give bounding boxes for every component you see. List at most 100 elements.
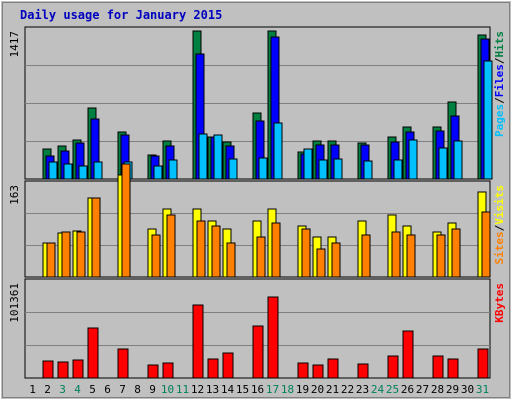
- bar-pages-day-16: [258, 157, 268, 180]
- bar-pages-day-26: [408, 139, 418, 180]
- day-label-9: 9: [149, 383, 156, 396]
- bar-sites-day-10: [166, 214, 176, 278]
- bar-kbytes-day-16: [252, 325, 264, 379]
- bar-kbytes-day-10: [162, 362, 174, 379]
- bar-kbytes-day-29: [447, 358, 459, 379]
- series-legend-label: Pages/Files/Hits: [493, 31, 506, 137]
- bar-sites-day-2: [46, 242, 56, 278]
- day-label-21: 21: [326, 383, 339, 396]
- bar-sites-day-29: [451, 228, 461, 278]
- day-label-28: 28: [431, 383, 444, 396]
- bar-pages-day-14: [228, 158, 238, 180]
- bar-sites-day-26: [406, 234, 416, 278]
- bar-sites-day-9: [151, 234, 161, 278]
- day-label-14: 14: [221, 383, 235, 396]
- day-label-25: 25: [386, 383, 399, 396]
- day-label-1: 1: [29, 383, 36, 396]
- bar-sites-day-23: [361, 234, 371, 278]
- day-label-8: 8: [134, 383, 141, 396]
- day-label-16: 16: [251, 383, 264, 396]
- bar-pages-day-21: [333, 158, 343, 180]
- bar-pages-day-19: [303, 148, 313, 180]
- bar-kbytes-day-19: [297, 362, 309, 379]
- day-label-2: 2: [44, 383, 51, 396]
- legend-files: Files: [493, 64, 506, 97]
- day-label-20: 20: [311, 383, 324, 396]
- legend-kbytes: KBytes: [493, 283, 506, 323]
- ymax-label: 1417: [8, 31, 21, 58]
- day-label-31: 31: [476, 383, 489, 396]
- bar-sites-day-25: [391, 231, 401, 278]
- day-label-6: 6: [104, 383, 111, 396]
- bar-sites-day-4: [76, 231, 86, 278]
- bar-kbytes-day-25: [387, 355, 399, 379]
- day-label-30: 30: [461, 383, 474, 396]
- ymax-label: 101361: [8, 283, 21, 323]
- bar-sites-day-12: [196, 220, 206, 278]
- legend-sites: Sites: [493, 231, 506, 264]
- bar-sites-day-28: [436, 234, 446, 278]
- series-legend-label: KBytes: [493, 283, 506, 323]
- bar-pages-day-25: [393, 159, 403, 180]
- bar-pages-day-2: [48, 161, 58, 180]
- bar-pages-day-4: [78, 165, 88, 180]
- bar-sites-day-17: [271, 222, 281, 278]
- bar-kbytes-day-14: [222, 352, 234, 379]
- bar-pages-day-23: [363, 160, 373, 180]
- day-label-3: 3: [59, 383, 66, 396]
- legend-slash: /: [493, 224, 506, 231]
- bar-kbytes-day-21: [327, 358, 339, 379]
- bar-pages-day-10: [168, 159, 178, 180]
- bar-sites-day-19: [301, 228, 311, 278]
- day-label-12: 12: [191, 383, 204, 396]
- bar-sites-day-21: [331, 242, 341, 278]
- legend-hits: Hits: [493, 31, 506, 58]
- legend-slash: /: [493, 57, 506, 64]
- bar-pages-day-31: [483, 60, 493, 180]
- x-axis-labels: 1 2 3 4 5 6 7 8 9 10 11 12 13 14 15 16 17 18 19 20 21 22 23 24 2…: [29, 383, 489, 396]
- day-label-27: 27: [416, 383, 429, 396]
- day-label-24: 24: [371, 383, 385, 396]
- day-label-23: 23: [356, 383, 369, 396]
- bar-sites-day-20: [316, 248, 326, 278]
- bar-kbytes-day-23: [357, 363, 369, 379]
- day-label-13: 13: [206, 383, 219, 396]
- series-legend-label: Sites/Visits: [493, 185, 506, 265]
- panel-visits-sites: 163 Sites/Visits: [8, 163, 506, 278]
- day-label-26: 26: [401, 383, 414, 396]
- legend-visits: Visits: [493, 185, 506, 225]
- day-label-4: 4: [74, 383, 81, 396]
- day-label-17: 17: [266, 383, 279, 396]
- bar-kbytes-day-31: [477, 348, 489, 379]
- bar-kbytes-day-7: [117, 348, 129, 379]
- bar-kbytes-day-5: [87, 327, 99, 379]
- day-label-15: 15: [236, 383, 249, 396]
- bar-sites-day-3: [61, 231, 71, 278]
- bar-pages-day-28: [438, 147, 448, 180]
- bar-pages-day-9: [153, 165, 163, 180]
- day-label-29: 29: [446, 383, 459, 396]
- bar-kbytes-day-9: [147, 364, 159, 379]
- bar-pages-day-29: [453, 140, 463, 180]
- bar-pages-day-5: [93, 161, 103, 180]
- bar-kbytes-day-26: [402, 330, 414, 379]
- bar-sites-day-31: [481, 211, 491, 278]
- legend-pages: Pages: [493, 104, 506, 137]
- bar-sites-day-13: [211, 225, 221, 278]
- day-label-11: 11: [176, 383, 189, 396]
- panel-kbytes: 101361 KBytes: [8, 278, 506, 379]
- bar-sites-day-5: [91, 197, 101, 278]
- bar-kbytes-day-28: [432, 355, 444, 379]
- day-label-7: 7: [119, 383, 126, 396]
- bar-kbytes-day-17: [267, 296, 279, 379]
- legend-slash: /: [493, 97, 506, 104]
- bar-kbytes-day-3: [57, 361, 69, 379]
- bar-sites-day-7: [121, 163, 131, 278]
- bar-kbytes-day-2: [42, 360, 54, 379]
- bar-pages-day-13: [213, 134, 223, 180]
- ymax-label: 163: [8, 185, 21, 205]
- bar-pages-day-12: [198, 133, 208, 180]
